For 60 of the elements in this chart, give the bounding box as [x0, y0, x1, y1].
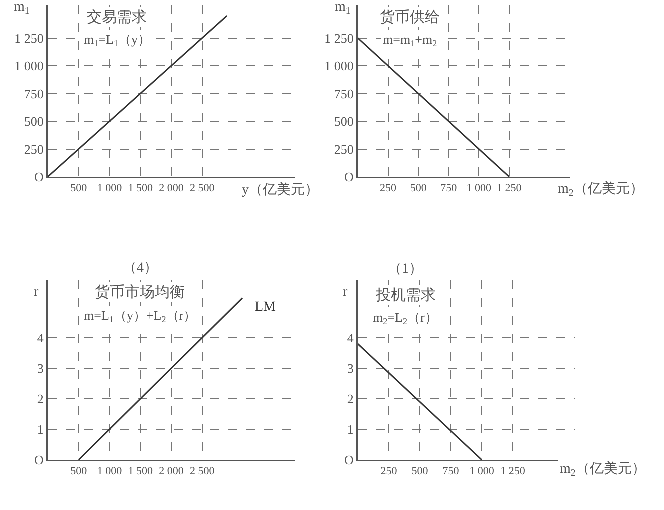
- x-tick-label: 250: [380, 466, 398, 478]
- y-tick-label: 1 000: [14, 58, 44, 74]
- x-tick-label: 750: [442, 466, 460, 478]
- text: （4）: [123, 261, 158, 276]
- text: （1）: [388, 262, 423, 277]
- x-tick-label: 1 500: [128, 182, 154, 195]
- x-tick-label: 1 000: [470, 466, 495, 478]
- y-tick-label: 2: [37, 392, 44, 407]
- y-axis-title: m$_{1}$: [14, 0, 30, 17]
- text: m$_{1}$=L$_{1}$（y）: [84, 32, 151, 49]
- chart-title: 货币市场均衡: [95, 284, 185, 301]
- x-tick-label: 1 250: [497, 182, 522, 195]
- x-axis-title: m$_{2}$（亿美元）: [558, 181, 644, 199]
- x-tick-label: 500: [70, 182, 88, 195]
- text: m$_{2}$=L$_{2}$（r）: [373, 310, 438, 327]
- y-tick-label: 1 250: [14, 30, 44, 46]
- x-tick-label: 2 500: [190, 466, 216, 478]
- y-tick-label: 3: [37, 361, 44, 376]
- y-tick-label: 250: [24, 142, 44, 157]
- y-tick-label: 1 250: [324, 30, 354, 46]
- x-tick-label: 1 000: [97, 466, 123, 478]
- y-tick-label: 4: [347, 330, 354, 346]
- x-tick-label: 500: [410, 182, 428, 195]
- y-axis-title: m$_{1}$: [335, 0, 351, 17]
- y-tick-label: 750: [334, 86, 354, 102]
- y-axis-title: r: [343, 285, 348, 300]
- text: m=L$_{1}$（y）+L$_{2}$（r）: [84, 308, 197, 325]
- y-tick-label: O: [344, 452, 354, 468]
- x-axis-title: m$_{2}$（亿美元）: [560, 461, 646, 479]
- x-tick-label: 1 500: [128, 466, 154, 478]
- y-tick-label: 500: [24, 114, 44, 130]
- x-tick-label: 1 000: [97, 182, 123, 195]
- y-tick-label: O: [344, 170, 354, 185]
- y-tick-label: O: [34, 170, 44, 185]
- y-tick-label: 750: [24, 86, 44, 102]
- annotation: LM: [255, 300, 277, 315]
- x-tick-label: 750: [440, 182, 458, 195]
- chart-title: 货币供给: [380, 9, 440, 26]
- x-axis-title: y（亿美元）: [242, 182, 319, 198]
- y-tick-label: 250: [334, 142, 354, 157]
- y-tick-label: 1 000: [324, 58, 354, 74]
- text: m=m$_{1}$+m$_{2}$: [383, 32, 438, 49]
- y-tick-label: 1: [37, 422, 44, 438]
- x-tick-label: 2 000: [159, 466, 184, 478]
- x-tick-label: 1 000: [466, 182, 492, 195]
- x-tick-label: 500: [412, 466, 429, 478]
- text: 投机需求: [375, 287, 436, 304]
- y-tick-label: 3: [347, 361, 354, 376]
- chart-title: 交易需求: [87, 9, 147, 26]
- y-tick-label: 4: [37, 330, 44, 346]
- x-tick-label: 1 250: [500, 466, 526, 478]
- y-axis-title: r: [34, 285, 39, 300]
- y-tick-label: 2: [347, 392, 354, 407]
- x-tick-label: 250: [380, 182, 398, 195]
- y-tick-label: 500: [334, 114, 354, 130]
- x-tick-label: 2 000: [159, 182, 184, 195]
- x-tick-label: 2 500: [190, 182, 216, 195]
- y-tick-label: O: [34, 452, 44, 468]
- y-tick-label: 1: [347, 422, 354, 438]
- x-tick-label: 500: [70, 466, 88, 478]
